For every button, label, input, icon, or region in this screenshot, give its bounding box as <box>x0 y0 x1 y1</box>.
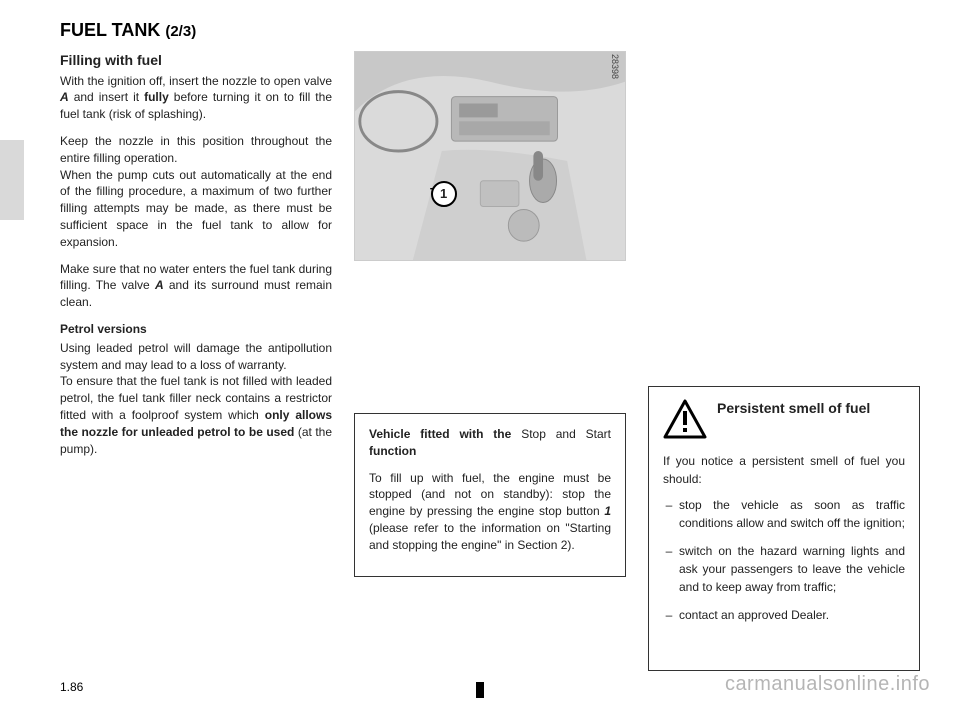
side-tab <box>0 140 24 220</box>
column-3: Persistent smell of fuel If you notice a… <box>648 51 920 671</box>
info-body: To fill up with fuel, the engine must be… <box>369 470 611 554</box>
warning-item: contact an approved Dealer. <box>679 606 905 624</box>
info-line1: Vehicle fitted with the Stop and Start f… <box>369 426 611 460</box>
col2-spacer <box>354 261 626 401</box>
column-2: 28398 1 Vehicle fitted with the Stop and… <box>354 51 626 671</box>
content-columns: Filling with fuel With the ignition off,… <box>60 51 920 671</box>
warning-title: Persistent smell of fuel <box>717 399 870 444</box>
image-code: 28398 <box>608 54 621 79</box>
filling-heading: Filling with fuel <box>60 51 332 71</box>
page-title: FUEL TANK (2/3) <box>60 20 920 41</box>
title-main: FUEL TANK <box>60 20 160 40</box>
interior-illustration <box>355 52 625 260</box>
interior-photo: 28398 1 <box>354 51 626 261</box>
column-1: Filling with fuel With the ignition off,… <box>60 51 332 671</box>
warning-header: Persistent smell of fuel <box>663 399 905 444</box>
para-5: Using leaded petrol will damage the anti… <box>60 340 332 458</box>
stop-start-box: Vehicle fitted with the Stop and Start f… <box>354 413 626 577</box>
petrol-heading: Petrol versions <box>60 321 332 338</box>
col3-spacer <box>648 51 920 386</box>
title-sub: (2/3) <box>165 23 196 40</box>
callout-1: 1 <box>431 181 457 207</box>
para-1: With the ignition off, insert the nozzle… <box>60 73 332 123</box>
warning-box: Persistent smell of fuel If you notice a… <box>648 386 920 671</box>
page-number: 1.86 <box>60 680 83 694</box>
manual-page: FUEL TANK (2/3) Filling with fuel With t… <box>0 0 960 710</box>
watermark: carmanualsonline.info <box>725 673 930 696</box>
warning-list: stop the vehicle as soon as traf­fic con… <box>663 496 905 624</box>
para-2: Keep the nozzle in this position through… <box>60 133 332 251</box>
para-4: Make sure that no water enters the fuel … <box>60 261 332 311</box>
warning-icon <box>663 399 707 444</box>
warning-item: switch on the hazard warning lights and … <box>679 542 905 596</box>
crop-mark <box>476 682 484 698</box>
warning-intro: If you notice a persistent smell of fuel… <box>663 452 905 488</box>
warning-item: stop the vehicle as soon as traf­fic con… <box>679 496 905 532</box>
